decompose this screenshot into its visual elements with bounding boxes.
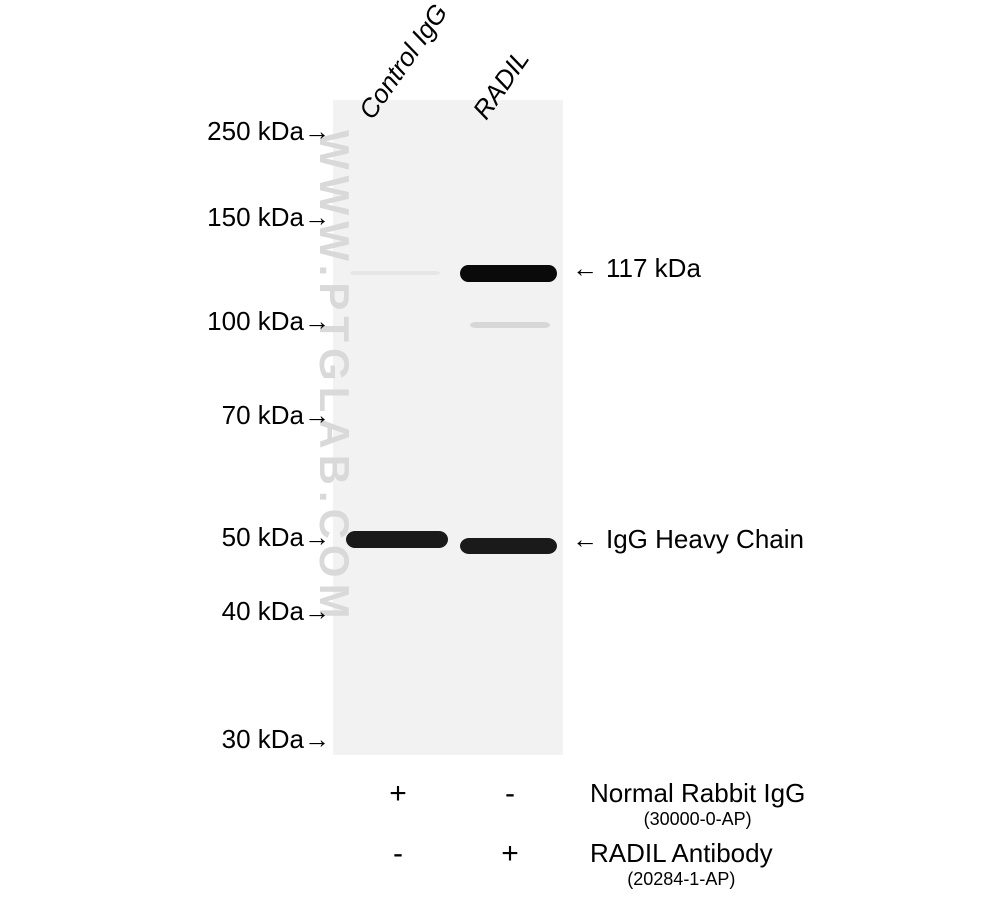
mw-marker-text: 70 kDa <box>222 400 304 430</box>
plus-minus-cell: - <box>498 777 522 811</box>
mw-marker-text: 250 kDa <box>207 116 304 146</box>
band-igg-heavy-lane2 <box>460 538 557 554</box>
band-annotation: ← 117 kDa <box>572 253 701 284</box>
antibody-name: RADIL Antibody <box>590 838 773 869</box>
arrow-right-icon: → <box>304 116 330 147</box>
mw-marker-label: 40 kDa→ <box>222 596 330 627</box>
band-faint-top-lane1 <box>350 271 440 275</box>
mw-marker-text: 30 kDa <box>222 724 304 754</box>
arrow-right-icon: → <box>304 724 330 755</box>
mw-marker-label: 250 kDa→ <box>207 116 330 147</box>
band-radil-117kda <box>460 265 557 282</box>
band-annotation: ← IgG Heavy Chain <box>572 524 804 555</box>
arrow-left-icon: ← <box>572 253 598 284</box>
mw-marker-label: 70 kDa→ <box>222 400 330 431</box>
band-annotation-text: 117 kDa <box>606 253 701 284</box>
plus-minus-cell: + <box>386 777 410 811</box>
arrow-right-icon: → <box>304 400 330 431</box>
antibody-label: Normal Rabbit IgG(30000-0-AP) <box>590 778 805 830</box>
blot-area <box>333 100 563 755</box>
band-annotation-text: IgG Heavy Chain <box>606 524 804 555</box>
arrow-right-icon: → <box>304 306 330 337</box>
figure-container: WWW.PTGLAB.COM Control IgGRADIL250 kDa→1… <box>0 0 1000 903</box>
arrow-right-icon: → <box>304 596 330 627</box>
mw-marker-text: 100 kDa <box>207 306 304 336</box>
mw-marker-label: 50 kDa→ <box>222 522 330 553</box>
mw-marker-label: 100 kDa→ <box>207 306 330 337</box>
mw-marker-label: 150 kDa→ <box>207 202 330 233</box>
antibody-label: RADIL Antibody(20284-1-AP) <box>590 838 773 890</box>
plus-minus-cell: + <box>498 837 522 871</box>
mw-marker-text: 150 kDa <box>207 202 304 232</box>
antibody-catalog: (20284-1-AP) <box>590 869 773 890</box>
band-faint-100-lane2 <box>470 322 550 328</box>
mw-marker-text: 50 kDa <box>222 522 304 552</box>
arrow-left-icon: ← <box>572 524 598 555</box>
arrow-right-icon: → <box>304 202 330 233</box>
mw-marker-label: 30 kDa→ <box>222 724 330 755</box>
arrow-right-icon: → <box>304 522 330 553</box>
antibody-name: Normal Rabbit IgG <box>590 778 805 809</box>
band-igg-heavy-lane1 <box>346 531 448 548</box>
plus-minus-cell: - <box>386 837 410 871</box>
antibody-catalog: (30000-0-AP) <box>590 809 805 830</box>
mw-marker-text: 40 kDa <box>222 596 304 626</box>
